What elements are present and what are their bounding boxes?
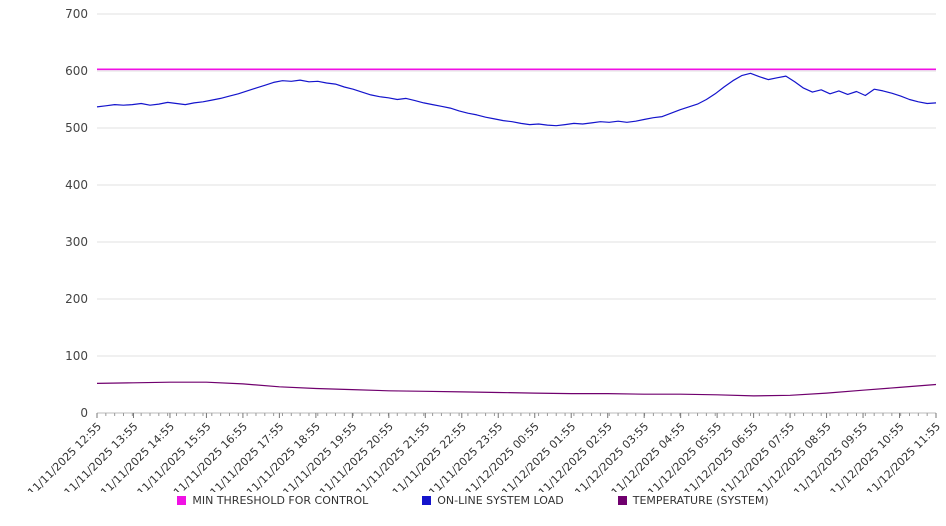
svg-text:200: 200: [65, 292, 88, 306]
legend-item-online-system-load: ON-LINE SYSTEM LOAD: [422, 494, 564, 507]
svg-text:11/11/2025 12:55: 11/11/2025 12:55: [25, 420, 104, 492]
legend-item-min-threshold: MIN THRESHOLD FOR CONTROL: [177, 494, 368, 507]
svg-text:300: 300: [65, 235, 88, 249]
legend-swatch-temperature-system: [617, 496, 627, 505]
svg-text:500: 500: [65, 121, 88, 135]
legend-label-temperature-system: TEMPERATURE (SYSTEM): [632, 494, 769, 507]
legend-item-temperature-system: TEMPERATURE (SYSTEM): [617, 494, 769, 507]
legend-label-online-system-load: ON-LINE SYSTEM LOAD: [437, 494, 564, 507]
svg-text:0: 0: [80, 406, 88, 420]
legend-swatch-min-threshold: [177, 496, 187, 505]
svg-text:700: 700: [65, 7, 88, 21]
chart-legend: MIN THRESHOLD FOR CONTROL ON-LINE SYSTEM…: [0, 494, 946, 507]
legend-swatch-online-system-load: [422, 496, 432, 505]
svg-text:100: 100: [65, 349, 88, 363]
svg-text:400: 400: [65, 178, 88, 192]
svg-text:600: 600: [65, 64, 88, 78]
legend-label-min-threshold: MIN THRESHOLD FOR CONTROL: [192, 494, 369, 507]
